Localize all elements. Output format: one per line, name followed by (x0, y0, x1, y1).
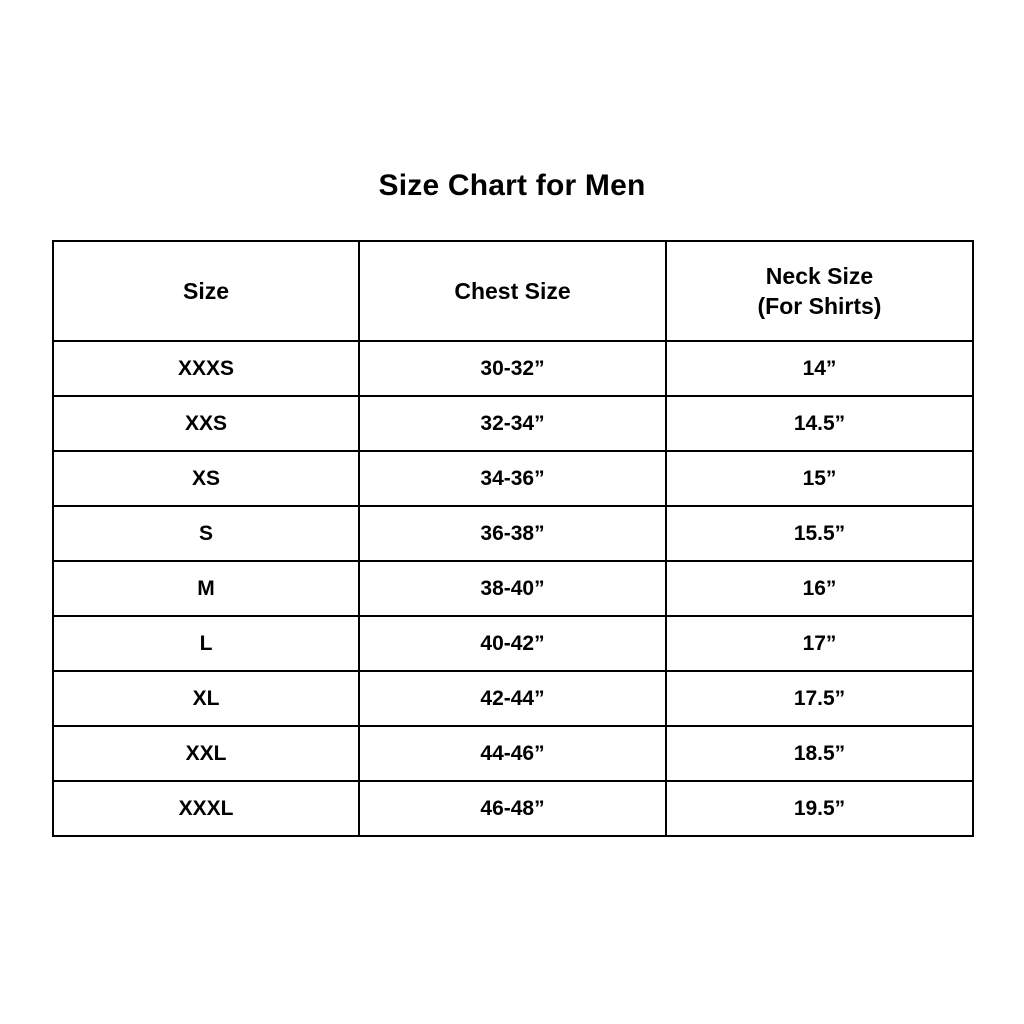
cell-size: XXXS (52, 340, 360, 397)
table-row: XL 42-44” 17.5” (52, 670, 974, 727)
cell-size: XXXL (52, 780, 360, 837)
column-header-chest-size-label: Chest Size (454, 277, 571, 304)
table-row: XS 34-36” 15” (52, 450, 974, 507)
column-header-neck-size: Neck Size (For Shirts) (665, 240, 974, 342)
cell-neck-size: 15.5” (665, 505, 974, 562)
table-row: XXL 44-46” 18.5” (52, 725, 974, 782)
cell-chest-size: 44-46” (358, 725, 667, 782)
table-row: XXXL 46-48” 19.5” (52, 780, 974, 837)
cell-neck-size: 14.5” (665, 395, 974, 452)
cell-neck-size: 16” (665, 560, 974, 617)
cell-size: L (52, 615, 360, 672)
cell-size: XL (52, 670, 360, 727)
column-header-chest-size: Chest Size (358, 240, 667, 342)
cell-chest-size: 42-44” (358, 670, 667, 727)
table-row: XXXS 30-32” 14” (52, 340, 974, 397)
page-title: Size Chart for Men (378, 169, 646, 202)
cell-size: XS (52, 450, 360, 507)
table-row: M 38-40” 16” (52, 560, 974, 617)
cell-neck-size: 18.5” (665, 725, 974, 782)
column-header-neck-size-label: Neck Size (765, 262, 874, 289)
cell-chest-size: 46-48” (358, 780, 667, 837)
table-body: XXXS 30-32” 14” XXS 32-34” 14.5” XS 34-3… (52, 340, 974, 837)
cell-chest-size: 30-32” (358, 340, 667, 397)
cell-chest-size: 32-34” (358, 395, 667, 452)
header-row: Size Chest Size Neck Size (For Shirts) (52, 240, 974, 342)
table-row: L 40-42” 17” (52, 615, 974, 672)
table-row: XXS 32-34” 14.5” (52, 395, 974, 452)
column-header-size-label: Size (182, 277, 230, 304)
cell-chest-size: 38-40” (358, 560, 667, 617)
cell-neck-size: 15” (665, 450, 974, 507)
cell-size: XXS (52, 395, 360, 452)
cell-chest-size: 36-38” (358, 505, 667, 562)
cell-neck-size: 19.5” (665, 780, 974, 837)
cell-size: XXL (52, 725, 360, 782)
cell-size: M (52, 560, 360, 617)
column-header-size: Size (52, 240, 360, 342)
cell-chest-size: 40-42” (358, 615, 667, 672)
size-chart-table: Size Chest Size Neck Size (For Shirts) X… (52, 240, 974, 837)
cell-size: S (52, 505, 360, 562)
cell-neck-size: 14” (665, 340, 974, 397)
table-header: Size Chest Size Neck Size (For Shirts) (52, 240, 974, 342)
cell-neck-size: 17” (665, 615, 974, 672)
cell-neck-size: 17.5” (665, 670, 974, 727)
cell-chest-size: 34-36” (358, 450, 667, 507)
table-row: S 36-38” 15.5” (52, 505, 974, 562)
column-header-neck-size-sublabel: (For Shirts) (757, 293, 882, 319)
